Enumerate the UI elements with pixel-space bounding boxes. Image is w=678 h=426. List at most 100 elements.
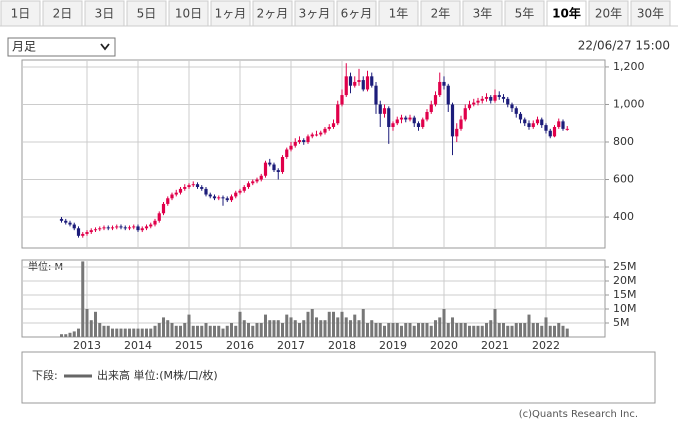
candle-body	[484, 96, 489, 99]
volume-bar	[276, 320, 280, 337]
tab[interactable]	[0, 0, 41, 27]
volume-bar	[319, 320, 323, 337]
volume-bar	[157, 323, 161, 337]
legend-label: 下段:	[32, 368, 58, 382]
tab-label: 6ヶ月	[341, 7, 373, 21]
candle-body	[476, 100, 480, 103]
tab[interactable]	[168, 0, 209, 27]
x-tick-label: 2014	[124, 339, 152, 352]
y-tick-label: 600	[613, 173, 634, 186]
y-tick-label: 10M	[613, 302, 637, 315]
y-tick-label: 5M	[613, 316, 630, 329]
volume-bar	[285, 314, 289, 337]
volume-bar	[225, 325, 229, 337]
volume-bar	[489, 320, 493, 337]
candle-body	[399, 117, 404, 120]
volume-bar	[442, 309, 446, 337]
volume-bar	[366, 323, 369, 337]
candle-body	[306, 136, 310, 142]
volume-bar	[434, 320, 437, 337]
volume-bar	[485, 323, 488, 337]
candle-body	[531, 123, 535, 127]
candle-body	[221, 197, 225, 199]
candle-body	[195, 184, 200, 188]
candle-body	[170, 194, 174, 199]
volume-bar	[174, 325, 178, 337]
candle-body	[323, 128, 327, 133]
volume-bar	[72, 331, 76, 337]
candle-body	[115, 226, 119, 228]
volume-bar	[480, 325, 484, 337]
volume-bar	[170, 323, 174, 337]
volume-bar	[540, 325, 544, 337]
tab[interactable]	[252, 0, 293, 27]
candle-body	[408, 117, 412, 120]
volume-bar	[408, 323, 412, 337]
candle-body	[361, 80, 365, 90]
tab[interactable]	[420, 0, 461, 27]
volume-bar	[502, 323, 505, 337]
volume-bar	[234, 325, 238, 337]
period-select[interactable]	[7, 37, 116, 57]
candle-body	[293, 141, 297, 146]
candle-body	[433, 95, 438, 105]
candle-body	[472, 102, 476, 105]
candle-body	[387, 108, 391, 127]
x-tick-label: 2020	[430, 339, 458, 352]
candle-body	[336, 104, 340, 124]
candle-body	[204, 188, 208, 195]
volume-bar	[378, 323, 382, 337]
tab[interactable]	[630, 0, 671, 27]
volume-bar	[187, 314, 191, 337]
volume-bar	[417, 323, 420, 337]
volume-bar	[506, 325, 510, 337]
volume-bar	[145, 328, 148, 337]
candle-body	[331, 123, 336, 127]
volume-bar	[81, 261, 85, 337]
volume-bar	[162, 317, 165, 337]
tab[interactable]	[588, 0, 629, 27]
candle-body	[166, 198, 170, 204]
volume-bar	[196, 325, 199, 337]
volume-bar	[468, 325, 471, 337]
volume-bar	[497, 323, 501, 337]
volume-bar	[221, 328, 225, 337]
volume-bar	[208, 325, 212, 337]
volume-bar	[387, 323, 391, 337]
candle-body	[327, 126, 331, 129]
volume-bar	[455, 323, 459, 337]
volume-bar	[527, 314, 531, 337]
candle-body	[132, 226, 136, 228]
legend-box	[21, 351, 656, 404]
candle-body	[297, 140, 302, 142]
x-tick-label: 2016	[226, 339, 254, 352]
candle-body	[459, 119, 463, 129]
candle-body	[289, 145, 293, 150]
tab[interactable]	[210, 0, 251, 27]
x-tick-label: 2018	[328, 339, 356, 352]
volume-bar	[438, 317, 442, 337]
tab[interactable]	[84, 0, 125, 27]
volume-bar	[89, 320, 93, 337]
candle-body	[382, 108, 387, 114]
candle-body	[348, 76, 353, 86]
volume-bar	[115, 328, 119, 337]
volume-bar	[557, 323, 561, 337]
volume-bar	[242, 320, 246, 337]
candle-body	[446, 85, 450, 105]
volume-bar	[179, 325, 182, 337]
tab-label: 10日	[175, 7, 202, 21]
y-tick-label: 400	[613, 210, 634, 223]
volume-bar	[259, 323, 263, 337]
candle-body	[149, 224, 153, 227]
candle-body	[280, 157, 285, 173]
tab[interactable]	[336, 0, 377, 27]
tab[interactable]	[504, 0, 545, 27]
candle-body	[246, 183, 251, 188]
volume-bar	[565, 328, 569, 337]
volume-bar	[268, 320, 272, 337]
candle-body	[263, 162, 268, 176]
volume-bar	[132, 328, 136, 337]
y-tick-label: 15M	[613, 288, 637, 301]
